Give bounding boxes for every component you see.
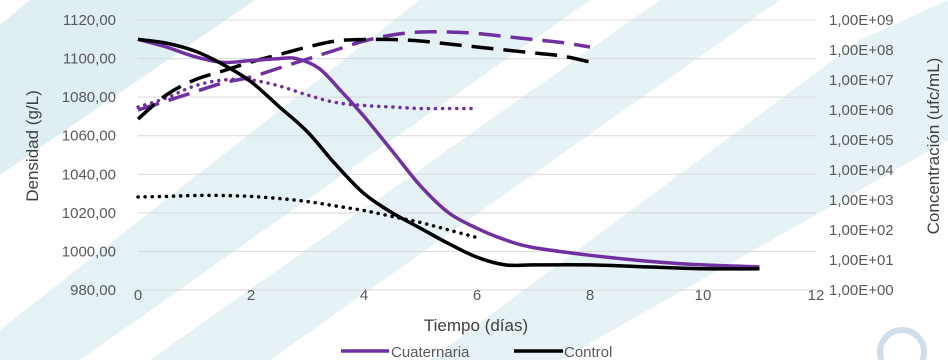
y2-tick-label: 1,00E+09 [829, 12, 894, 29]
y-tick-label: 1120,00 [63, 12, 116, 29]
series-layer [136, 29, 760, 271]
series-line-cuaternaria-dashed [137, 29, 591, 112]
y-axis-title: Densidad (g/L) [23, 90, 42, 202]
series-line-cuaternaria-dotted [136, 77, 479, 111]
y2-tick-label: 1,00E+07 [829, 72, 894, 89]
y-axis-right-ticks: 1,00E+00 1,00E+01 1,00E+02 1,00E+03 1,00E+04… [829, 12, 894, 299]
y-tick-label: 1100,00 [63, 51, 116, 68]
x-tick-label: 0 [134, 287, 142, 304]
y-tick-label: 1000,00 [62, 243, 116, 260]
y2-tick-label: 1,00E+06 [829, 102, 894, 119]
y-tick-label: 1080,00 [62, 89, 116, 106]
y-tick-label: 980,00 [70, 282, 116, 299]
x-tick-label: 6 [473, 287, 481, 304]
y-tick-label: 1040,00 [62, 166, 116, 183]
series-line-control-dashed [136, 37, 591, 121]
y2-tick-label: 1,00E+05 [829, 132, 894, 149]
legend-label-control: Control [564, 344, 612, 360]
y2-tick-label: 1,00E+08 [829, 42, 894, 59]
y2-tick-label: 1,00E+02 [829, 222, 894, 239]
x-tick-label: 10 [695, 287, 712, 304]
legend-label-cuaternaria: Cuaternaria [391, 344, 470, 360]
x-tick-label: 12 [808, 287, 825, 304]
y2-tick-label: 1,00E+01 [829, 252, 894, 269]
y-axis-left-ticks: 980,00 1000,00 1020,00 1040,00 1060,00 1080,0… [62, 12, 116, 299]
x-tick-label: 4 [360, 287, 368, 304]
x-tick-label: 2 [247, 287, 255, 304]
series-line-control-dotted [136, 193, 479, 240]
legend: Cuaternaria Control [341, 344, 612, 360]
y2-tick-label: 1,00E+03 [829, 192, 894, 209]
y-tick-label: 1060,00 [62, 128, 116, 145]
x-tick-label: 8 [586, 287, 594, 304]
series-line-control-solid [137, 37, 760, 271]
x-axis-ticks: 0 2 4 6 8 10 12 [134, 287, 825, 304]
y2-tick-label: 1,00E+04 [829, 162, 894, 179]
y2-tick-label: 1,00E+00 [829, 282, 894, 299]
gridlines [138, 19, 816, 291]
y2-axis-title: Concentración (ufc/mL) [924, 58, 943, 235]
y-tick-label: 1020,00 [62, 205, 116, 222]
x-axis-title: Tiempo (días) [424, 316, 528, 335]
series-line-cuaternaria-solid [137, 37, 760, 269]
